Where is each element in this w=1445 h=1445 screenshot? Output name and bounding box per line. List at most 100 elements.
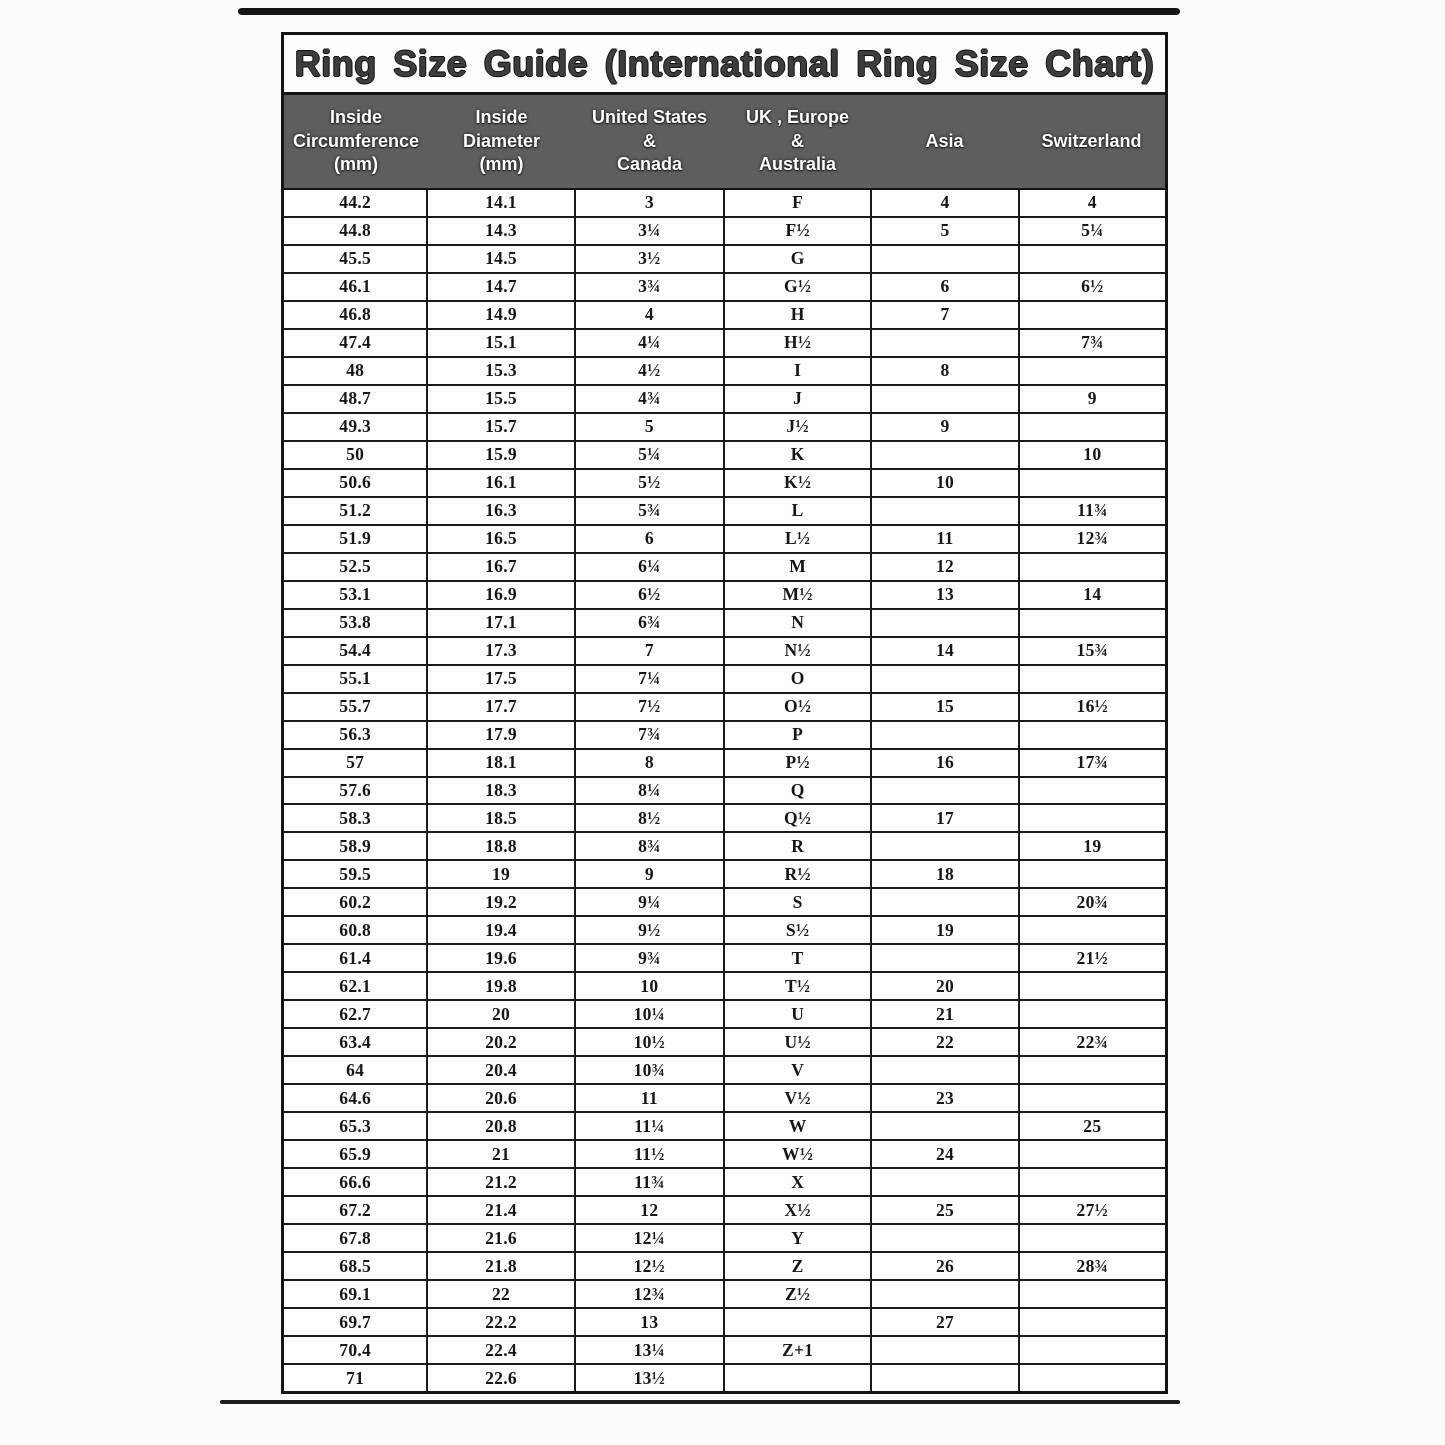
table-cell: 7½ — [575, 693, 723, 720]
table-cell: H½ — [725, 329, 871, 356]
table-cell: Q — [725, 777, 871, 804]
table-cell: 21 — [872, 1001, 1018, 1028]
table-cell — [1019, 721, 1165, 748]
table-cell: O — [725, 665, 871, 692]
table-cell: 19 — [428, 861, 574, 888]
table-cell: 7¾ — [575, 721, 723, 748]
table-cell: 17¾ — [1019, 749, 1165, 776]
table-cell: K — [725, 441, 871, 468]
table-cell: 8¾ — [575, 833, 723, 860]
table-cell: 20.2 — [428, 1029, 574, 1056]
table-cell: 18.5 — [428, 805, 574, 832]
table-cell: 8 — [872, 357, 1018, 384]
table-cell: J — [725, 385, 871, 412]
table-cell: 16 — [872, 749, 1018, 776]
table-cell: 9 — [872, 413, 1018, 440]
table-cell: P½ — [725, 749, 871, 776]
table-cell: N½ — [725, 637, 871, 664]
table-cell: 62.7 — [284, 1001, 427, 1028]
table-cell — [1019, 805, 1165, 832]
table-cell: 54.4 — [284, 637, 427, 664]
table-cell: 53.8 — [284, 609, 427, 636]
table-cell: 70.4 — [284, 1337, 427, 1364]
table-cell: U½ — [725, 1029, 871, 1056]
table-cell: 16.3 — [428, 497, 574, 524]
table-cell: 21.6 — [428, 1225, 574, 1252]
table-cell: 11 — [575, 1085, 723, 1112]
table-cell: 15.9 — [428, 441, 574, 468]
table-cell: 21.4 — [428, 1197, 574, 1224]
table-cell: 7¼ — [575, 665, 723, 692]
table-cell: 17 — [872, 805, 1018, 832]
table-cell: R½ — [725, 861, 871, 888]
table-cell — [1019, 1365, 1165, 1391]
table-cell — [872, 777, 1018, 804]
table-cell: 27½ — [1019, 1197, 1165, 1224]
table-cell: 61.4 — [284, 945, 427, 972]
table-cell: 57 — [284, 749, 427, 776]
table-cell: 10¼ — [575, 1001, 723, 1028]
table-cell: 47.4 — [284, 329, 427, 356]
table-cell — [872, 1281, 1018, 1308]
table-cell — [872, 665, 1018, 692]
table-cell: 18.8 — [428, 833, 574, 860]
table-cell: 12¾ — [1019, 525, 1165, 552]
table-cell: 4 — [872, 190, 1018, 216]
table-cell: 69.1 — [284, 1281, 427, 1308]
table-cell: 17.1 — [428, 609, 574, 636]
table-cell: 26 — [872, 1253, 1018, 1280]
table-cell: 62.1 — [284, 973, 427, 1000]
table-cell — [872, 1365, 1018, 1391]
table-cell: 17.3 — [428, 637, 574, 664]
table-cell: 14.5 — [428, 245, 574, 272]
chart-title: Ring Size Guide (International Ring Size… — [284, 35, 1165, 95]
table-cell: 7 — [872, 301, 1018, 328]
table-cell: 6 — [872, 273, 1018, 300]
table-cell: 8¼ — [575, 777, 723, 804]
table-cell: 20 — [872, 973, 1018, 1000]
table-body: 44.2 14.1 3 F 4 4 44.8 14.3 3¼ F½ 5 5¼ 45.5 14.5 3½ G 46… — [284, 190, 1165, 1391]
table-cell — [872, 609, 1018, 636]
table-cell — [1019, 357, 1165, 384]
table-cell — [1019, 609, 1165, 636]
table-cell: 14 — [872, 637, 1018, 664]
table-cell: 49.3 — [284, 413, 427, 440]
table-cell — [1019, 245, 1165, 272]
top-decorative-rule — [238, 8, 1180, 15]
table-cell: 22.4 — [428, 1337, 574, 1364]
table-cell: 9 — [1019, 385, 1165, 412]
table-cell: 19 — [872, 917, 1018, 944]
table-cell: 4¼ — [575, 329, 723, 356]
table-cell — [1019, 861, 1165, 888]
table-cell: G — [725, 245, 871, 272]
table-cell: 6¼ — [575, 553, 723, 580]
table-cell — [1019, 1085, 1165, 1112]
table-cell — [1019, 301, 1165, 328]
table-cell: 65.3 — [284, 1113, 427, 1140]
table-cell: S½ — [725, 917, 871, 944]
table-cell: 3¾ — [575, 273, 723, 300]
table-cell: 12½ — [575, 1253, 723, 1280]
table-cell: N — [725, 609, 871, 636]
table-cell: 19.8 — [428, 973, 574, 1000]
table-cell: T½ — [725, 973, 871, 1000]
table-cell — [1019, 917, 1165, 944]
table-cell: 5½ — [575, 469, 723, 496]
ring-size-chart: Ring Size Guide (International Ring Size… — [281, 32, 1168, 1394]
table-cell — [872, 1057, 1018, 1084]
table-cell: 10 — [575, 973, 723, 1000]
table-cell: G½ — [725, 273, 871, 300]
table-cell: 9 — [575, 861, 723, 888]
table-cell: 64 — [284, 1057, 427, 1084]
table-cell: 20.6 — [428, 1085, 574, 1112]
table-cell: 46.8 — [284, 301, 427, 328]
table-cell — [1019, 1169, 1165, 1196]
table-cell: R — [725, 833, 871, 860]
table-cell: 21.2 — [428, 1169, 574, 1196]
table-cell: 3¼ — [575, 217, 723, 244]
table-cell: 4¾ — [575, 385, 723, 412]
bottom-decorative-rule — [220, 1400, 1180, 1404]
table-cell: Z½ — [725, 1281, 871, 1308]
table-cell — [872, 945, 1018, 972]
table-cell: 14.7 — [428, 273, 574, 300]
